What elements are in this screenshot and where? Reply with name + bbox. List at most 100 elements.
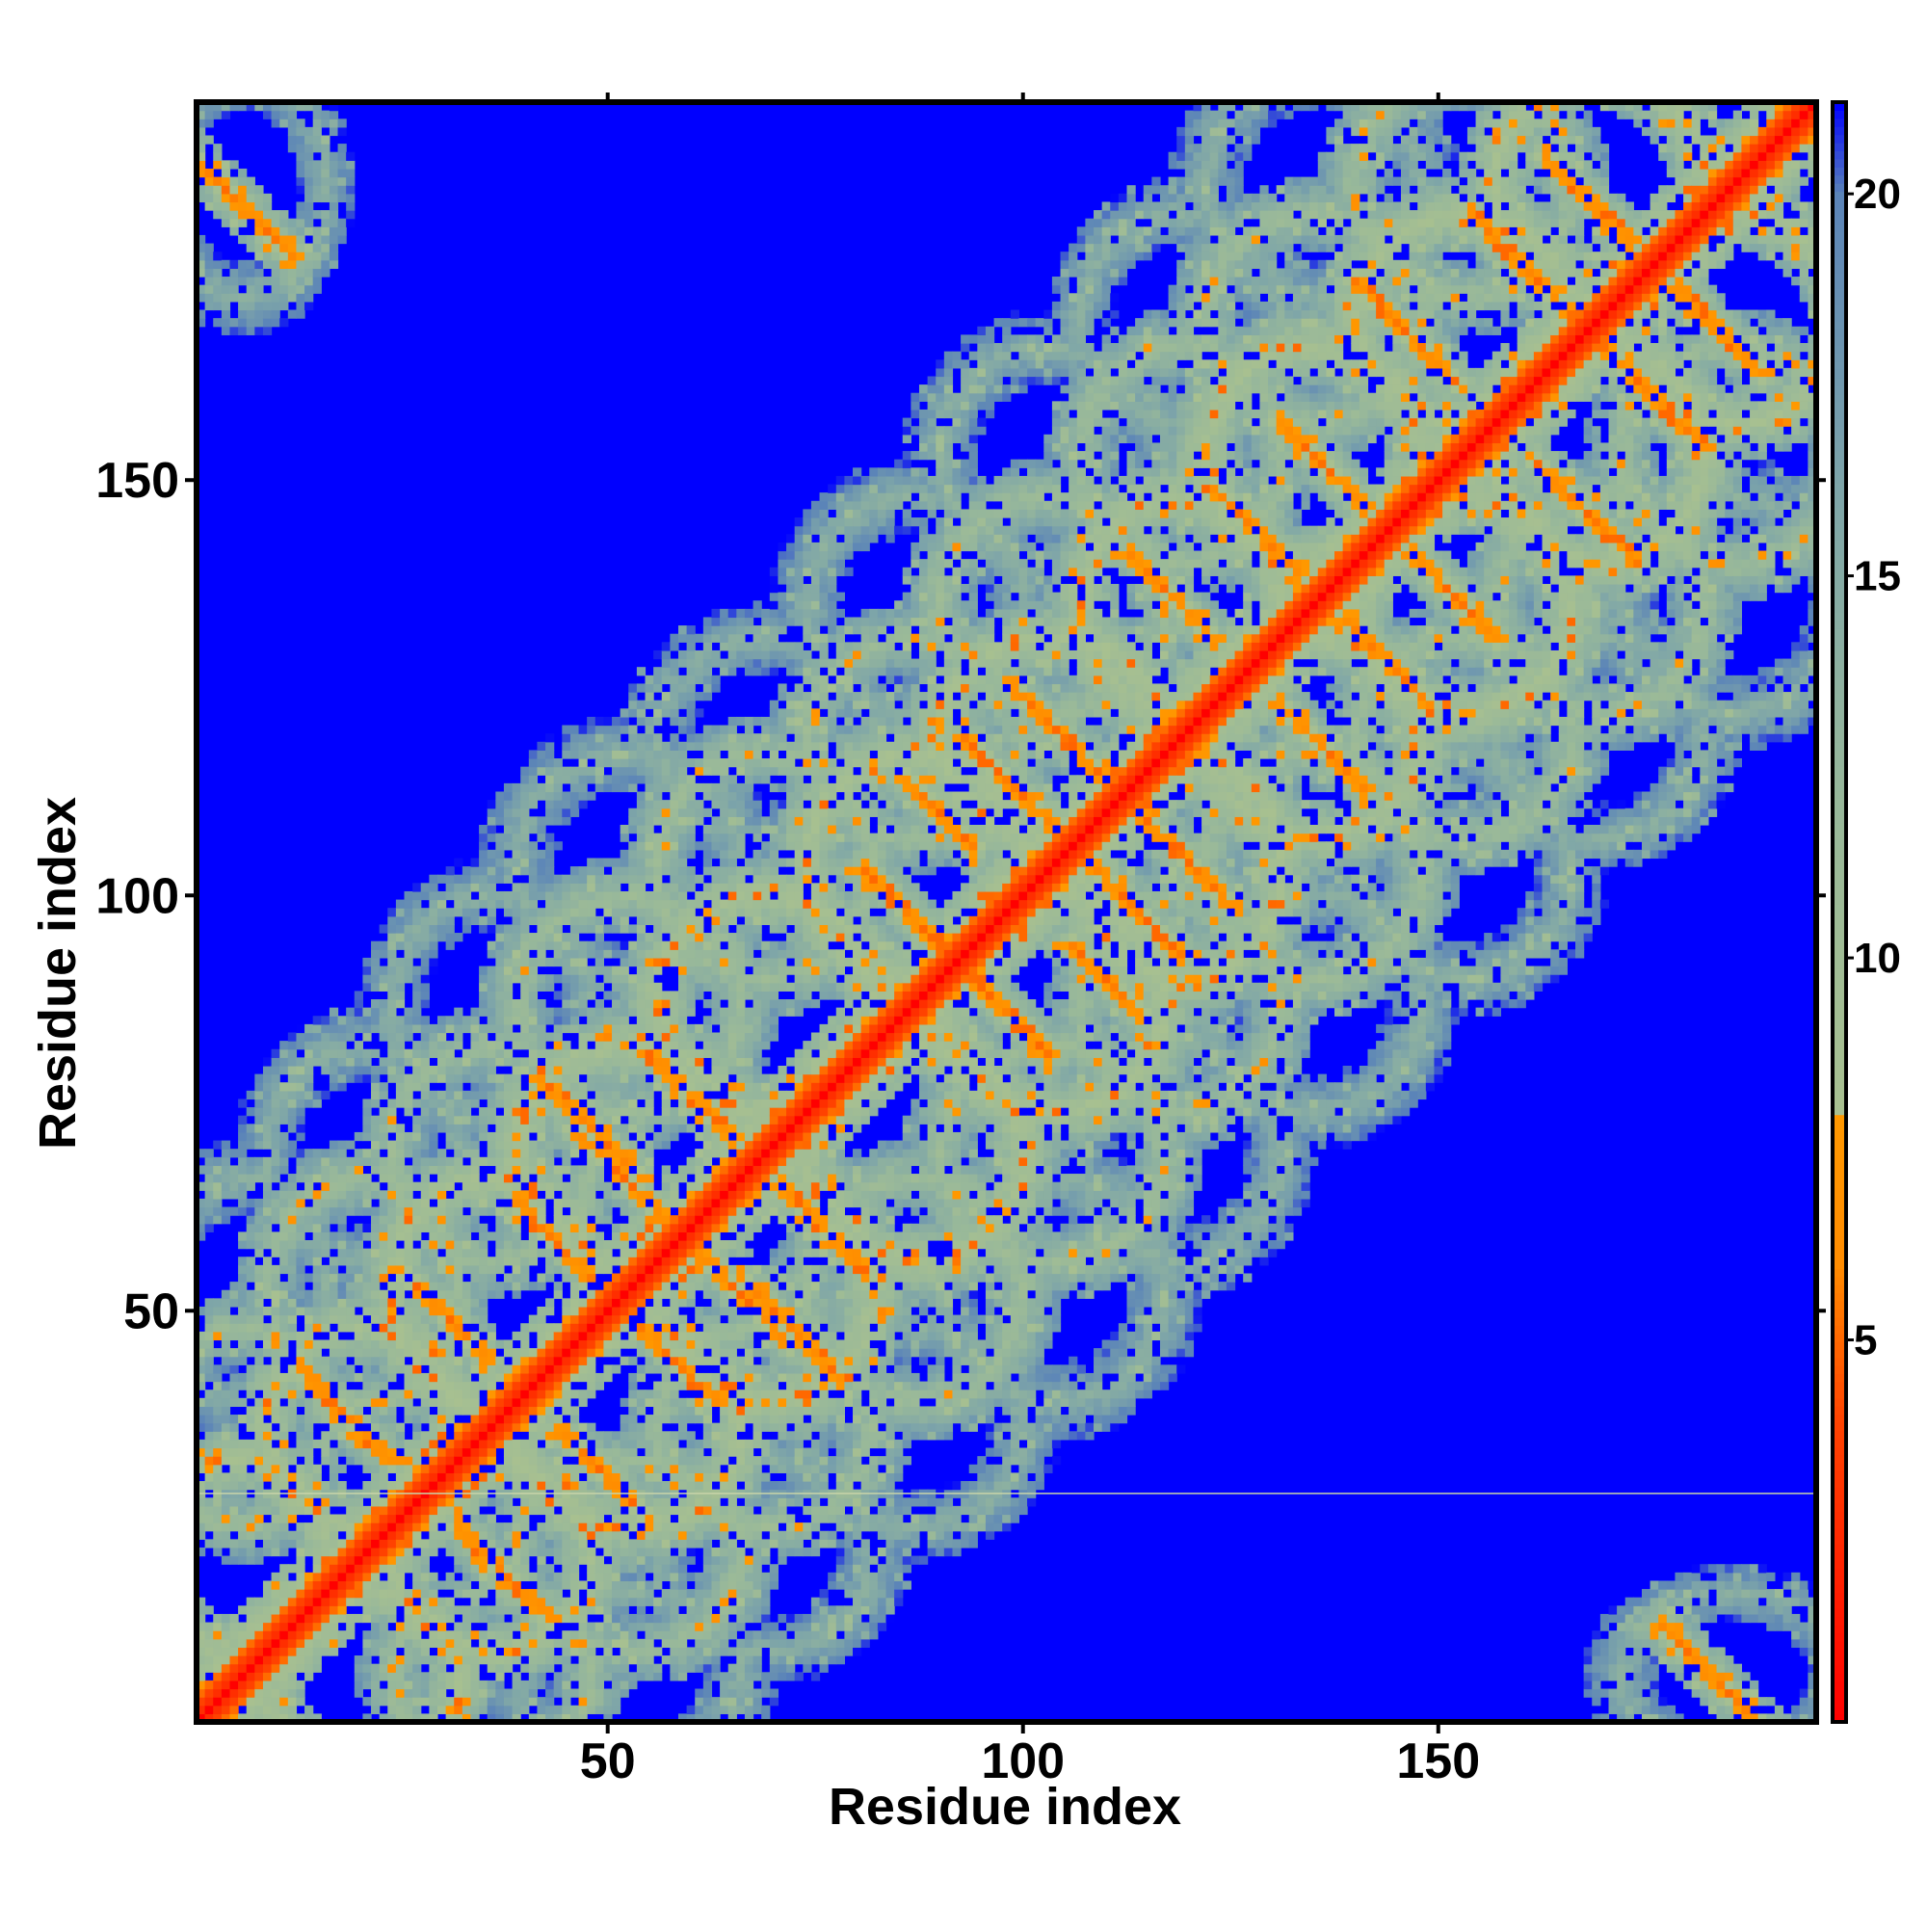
heatmap-cell <box>594 1597 604 1606</box>
heatmap-cell <box>420 1389 430 1399</box>
heatmap-cell <box>287 1149 298 1158</box>
heatmap-cell <box>520 1372 530 1383</box>
heatmap-cell <box>603 1082 613 1092</box>
heatmap-cell <box>404 1314 413 1324</box>
heatmap-cell <box>262 1082 273 1092</box>
heatmap-cell <box>612 991 621 1000</box>
heatmap-cell <box>395 1041 406 1050</box>
heatmap-cell <box>436 1156 447 1167</box>
heatmap-cell <box>221 1505 231 1516</box>
heatmap-cell <box>653 1231 663 1241</box>
heatmap-cell <box>279 1082 289 1092</box>
heatmap-cell <box>197 284 206 294</box>
heatmap-cell <box>462 890 472 901</box>
heatmap-cell <box>362 1273 372 1283</box>
heatmap-cell <box>653 1339 663 1349</box>
heatmap-cell <box>636 1007 647 1017</box>
heatmap-cell <box>213 1530 223 1540</box>
heatmap-cell <box>479 1206 488 1216</box>
heatmap-cell <box>420 991 430 1000</box>
heatmap-cell <box>271 1389 280 1399</box>
heatmap-cell <box>487 908 496 917</box>
heatmap-cell <box>395 1456 406 1466</box>
heatmap-cell <box>238 1339 248 1349</box>
heatmap-cell <box>379 940 388 950</box>
heatmap-cell <box>395 1165 406 1175</box>
heatmap-cell <box>454 908 463 917</box>
heatmap-cell <box>470 1522 480 1532</box>
heatmap-cell <box>661 1264 671 1275</box>
heatmap-cell <box>387 1431 397 1441</box>
heatmap-cell <box>204 1223 214 1232</box>
heatmap-cell <box>254 1397 264 1408</box>
heatmap-cell <box>594 1082 604 1092</box>
heatmap-cell <box>296 1422 305 1432</box>
heatmap-cell <box>221 102 231 112</box>
heatmap-cell <box>562 991 571 1000</box>
heatmap-cell <box>645 1672 654 1681</box>
heatmap-cell <box>520 1149 530 1158</box>
heatmap-cell <box>628 1572 638 1582</box>
heatmap-cell <box>594 1306 604 1316</box>
heatmap-cell <box>603 1672 613 1681</box>
heatmap-cell <box>528 1638 539 1649</box>
heatmap-cell <box>594 1680 604 1690</box>
heatmap-cell <box>454 1149 463 1158</box>
heatmap-cell <box>371 1149 381 1158</box>
heatmap-cell <box>296 1032 305 1042</box>
heatmap-cell <box>321 1215 330 1225</box>
heatmap-cell <box>628 1289 638 1299</box>
heatmap-cell <box>587 1032 596 1042</box>
heatmap-cell <box>470 1206 480 1216</box>
heatmap-cell <box>262 1323 273 1333</box>
heatmap-cell <box>545 733 555 743</box>
heatmap-cell <box>620 1156 629 1167</box>
heatmap-cell <box>279 1663 289 1673</box>
heatmap-cell <box>221 1397 231 1408</box>
heatmap-cell <box>578 1215 588 1225</box>
heatmap-cell <box>528 883 539 892</box>
heatmap-cell <box>578 1522 588 1532</box>
heatmap-cell <box>395 1215 406 1225</box>
heatmap-cell <box>321 1273 330 1283</box>
heatmap-cell <box>321 1048 330 1058</box>
heatmap-cell <box>279 1605 289 1615</box>
heatmap-cell <box>296 151 305 161</box>
heatmap-cell <box>569 1472 580 1482</box>
heatmap-cell <box>454 1156 463 1167</box>
heatmap-cell <box>254 1547 264 1557</box>
heatmap-cell <box>204 1406 214 1416</box>
heatmap-cell <box>337 1630 347 1640</box>
heatmap-cell <box>594 1331 604 1341</box>
heatmap-cell <box>197 1447 206 1457</box>
heatmap-cell <box>279 1530 289 1540</box>
heatmap-cell <box>304 1572 314 1582</box>
heatmap-cell <box>404 1697 413 1707</box>
heatmap-cell <box>495 1472 505 1482</box>
heatmap-cell <box>645 1348 654 1358</box>
heatmap-cell <box>569 974 580 984</box>
heatmap-cell <box>329 110 339 119</box>
heatmap-cell <box>562 1580 571 1590</box>
heatmap-cell <box>238 1680 248 1690</box>
heatmap-cell <box>628 1672 638 1681</box>
heatmap-cell <box>520 1206 530 1216</box>
heatmap-cell <box>246 234 255 245</box>
heatmap-cell <box>379 1323 388 1333</box>
heatmap-cell <box>213 1364 223 1374</box>
heatmap-cell <box>246 1264 255 1275</box>
heatmap-cell <box>562 1273 571 1283</box>
heatmap-cell <box>279 1655 289 1665</box>
heatmap-cell <box>537 933 546 942</box>
heatmap-cell <box>371 966 381 975</box>
heatmap-cell <box>204 1505 214 1516</box>
heatmap-cell <box>254 185 264 195</box>
heatmap-cell <box>661 1530 671 1540</box>
heatmap-cell <box>229 1622 239 1631</box>
heatmap-cell <box>445 1356 455 1365</box>
heatmap-cell <box>304 1447 314 1457</box>
heatmap-cell <box>620 1032 629 1042</box>
heatmap-cell <box>304 1439 314 1449</box>
heatmap-cell <box>246 210 255 220</box>
heatmap-cell <box>254 1680 264 1690</box>
